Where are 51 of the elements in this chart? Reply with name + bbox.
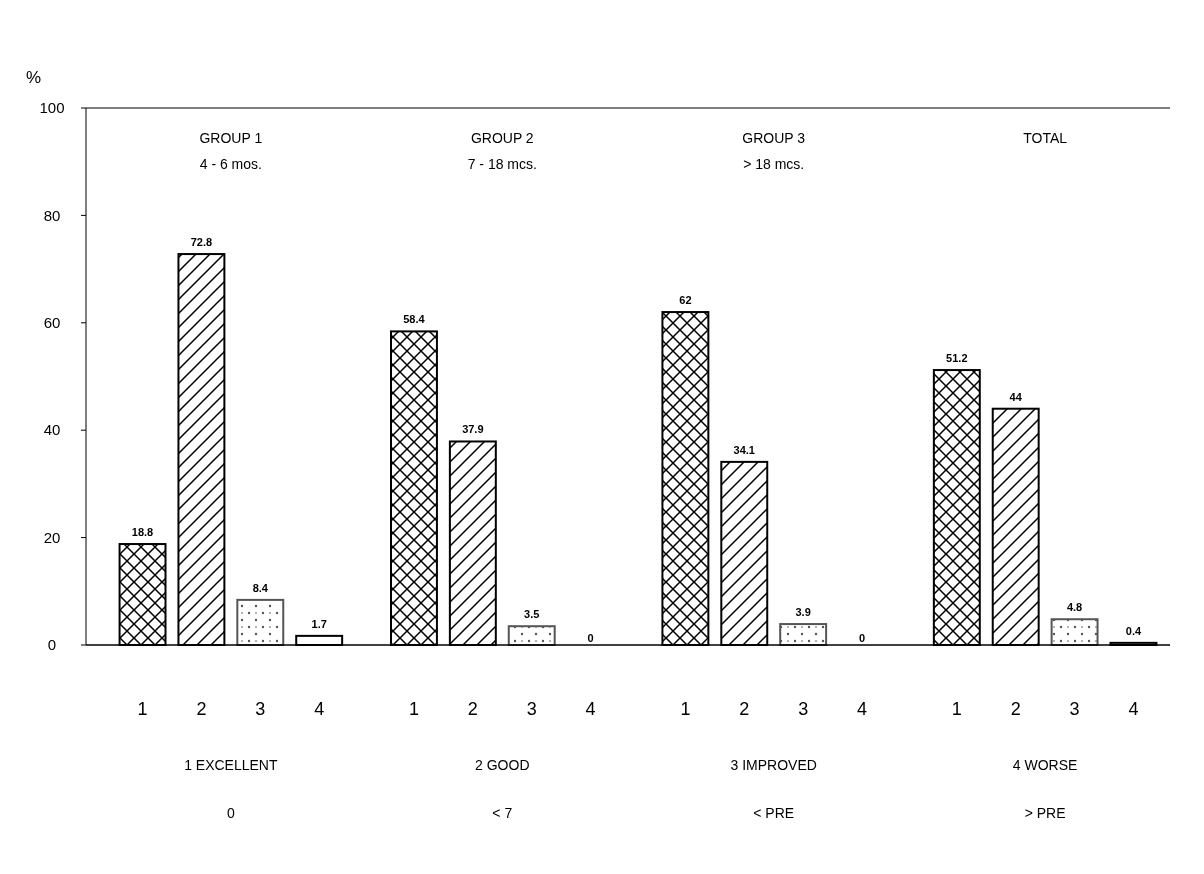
text: 3 [526,699,537,719]
data-label: 3.5 [524,608,540,621]
bar [1050,618,1099,646]
y-tick-label: 40 [43,421,61,439]
text: 1 [408,699,419,719]
bar [779,623,828,646]
text: 4 [314,699,325,719]
data-label: 72.8 [190,236,213,249]
bar [236,598,285,646]
y-tick-label: 80 [43,206,61,224]
y-tick-label: 100 [39,99,65,117]
y-tick-label: 20 [43,528,61,546]
x-tick-label: GROUP 2 7 - 18 mcs. [467,130,537,172]
data-label: 1.7 [311,617,327,630]
data-label: 4.8 [1066,601,1083,614]
text: 4 WORSE > PRE [1012,757,1078,821]
x-tick-label: TOTAL [1023,130,1068,146]
text: 4 [585,699,596,719]
y-axis-title: % [26,68,42,87]
text: 4 [857,699,868,719]
text: 4 [1128,699,1139,719]
data-label: 18.8 [131,526,154,539]
text: 1 EXCELLENT 0 [184,757,278,821]
text: 2 [467,699,478,719]
data-label: 62 [679,294,692,307]
data-label: 44 [1009,390,1023,403]
text: 2 [196,699,207,719]
text: 3 [798,699,809,719]
text: 2 [1010,699,1021,719]
text: 3 [1069,699,1080,719]
data-label: 37.9 [462,423,484,436]
y-tick-label: 0 [47,636,57,654]
annotation: 0 [858,632,866,644]
data-label: 8.4 [252,581,269,594]
data-label: 51.2 [946,352,968,365]
text: 1 [137,699,148,719]
text: 3 [255,699,266,719]
x-tick-label: GROUP 1 4 - 6 mos. [199,130,263,172]
text: 3 IMPROVED < PRE [730,757,817,821]
y-tick-label: 60 [43,314,61,332]
text: 1 [680,699,691,719]
x-tick-label: GROUP 3 > 18 mcs. [742,130,806,172]
data-label: 0.4 [1125,624,1142,637]
data-label: 34.1 [733,443,755,456]
text: 2 [739,699,750,719]
text: 1 [951,699,962,719]
text: 2 GOOD < 7 [475,757,530,821]
data-label: 3.9 [795,606,811,619]
annotation: 0 [587,632,594,644]
bar [507,625,556,646]
data-label: 58.4 [403,313,426,326]
